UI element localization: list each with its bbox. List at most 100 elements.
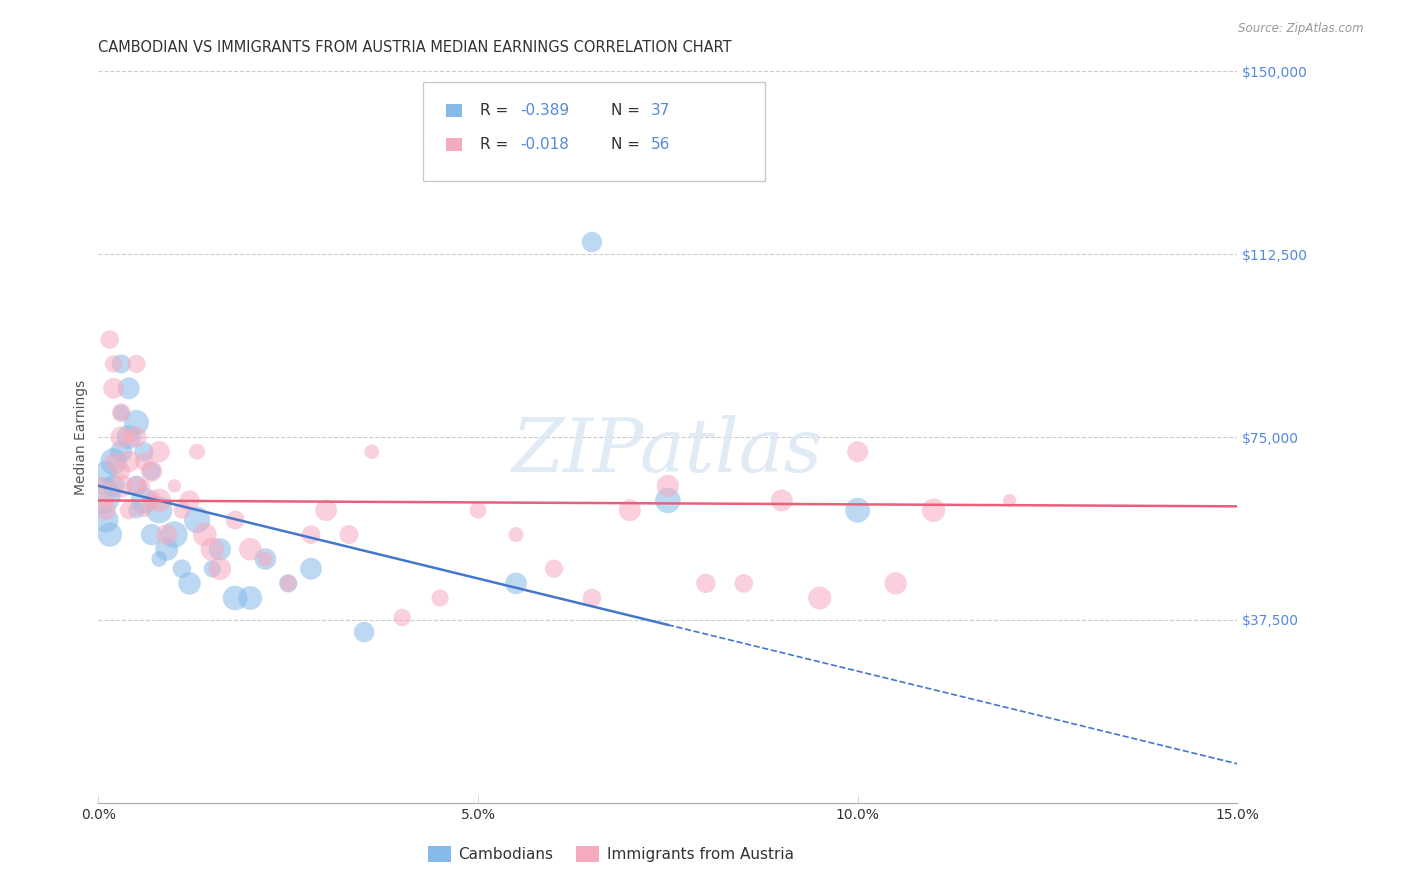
- Text: N =: N =: [610, 103, 645, 118]
- Point: [118, 430, 141, 444]
- Point: [125, 416, 148, 430]
- Point: [141, 464, 163, 478]
- Point: [103, 454, 125, 468]
- Point: [156, 527, 179, 541]
- Point: [467, 503, 489, 517]
- Point: [94, 493, 117, 508]
- Point: [224, 591, 246, 605]
- Point: [118, 454, 141, 468]
- Point: [163, 527, 186, 541]
- Point: [148, 493, 170, 508]
- Point: [91, 489, 114, 503]
- FancyBboxPatch shape: [423, 82, 765, 181]
- Point: [132, 444, 155, 458]
- Point: [132, 454, 155, 468]
- Point: [148, 444, 170, 458]
- Point: [846, 444, 869, 458]
- Point: [277, 576, 299, 591]
- Point: [163, 479, 186, 493]
- Point: [224, 513, 246, 527]
- Point: [505, 576, 527, 591]
- Point: [770, 493, 793, 508]
- Point: [132, 493, 155, 508]
- Point: [94, 513, 117, 527]
- Point: [208, 562, 231, 576]
- Point: [125, 357, 148, 371]
- Point: [429, 591, 451, 605]
- Point: [186, 444, 208, 458]
- Point: [170, 562, 193, 576]
- Point: [239, 542, 262, 557]
- Point: [110, 479, 132, 493]
- Point: [254, 552, 277, 566]
- Text: N =: N =: [610, 137, 645, 152]
- Point: [110, 406, 132, 420]
- Point: [118, 381, 141, 395]
- Point: [299, 562, 322, 576]
- Point: [277, 576, 299, 591]
- Point: [299, 527, 322, 541]
- Point: [103, 357, 125, 371]
- Point: [98, 527, 121, 541]
- Point: [186, 513, 208, 527]
- Text: -0.018: -0.018: [520, 137, 568, 152]
- Text: CAMBODIAN VS IMMIGRANTS FROM AUSTRIA MEDIAN EARNINGS CORRELATION CHART: CAMBODIAN VS IMMIGRANTS FROM AUSTRIA MED…: [98, 40, 733, 55]
- Point: [110, 406, 132, 420]
- Point: [98, 333, 121, 347]
- Point: [391, 610, 413, 624]
- Point: [543, 562, 565, 576]
- Point: [315, 503, 337, 517]
- Text: 37: 37: [651, 103, 671, 118]
- Point: [110, 430, 132, 444]
- Point: [922, 503, 945, 517]
- Point: [103, 454, 125, 468]
- Point: [808, 591, 831, 605]
- Point: [125, 430, 148, 444]
- Point: [103, 479, 125, 493]
- Point: [846, 503, 869, 517]
- Point: [201, 542, 224, 557]
- Point: [110, 444, 132, 458]
- Point: [125, 503, 148, 517]
- Point: [208, 542, 231, 557]
- Point: [695, 576, 717, 591]
- Point: [91, 479, 114, 493]
- Text: Source: ZipAtlas.com: Source: ZipAtlas.com: [1239, 22, 1364, 36]
- Point: [657, 493, 679, 508]
- Point: [148, 503, 170, 517]
- Point: [125, 479, 148, 493]
- Point: [998, 493, 1021, 508]
- FancyBboxPatch shape: [446, 138, 463, 151]
- Point: [94, 503, 117, 517]
- Point: [505, 527, 527, 541]
- Point: [110, 464, 132, 478]
- Point: [201, 562, 224, 576]
- Point: [148, 552, 170, 566]
- Point: [619, 503, 641, 517]
- FancyBboxPatch shape: [446, 103, 463, 117]
- Point: [118, 503, 141, 517]
- Point: [141, 464, 163, 478]
- Point: [179, 576, 201, 591]
- Point: [254, 552, 277, 566]
- Point: [179, 493, 201, 508]
- Point: [103, 381, 125, 395]
- Point: [657, 479, 679, 493]
- Point: [94, 464, 117, 478]
- Point: [733, 576, 755, 591]
- Point: [170, 503, 193, 517]
- Point: [141, 527, 163, 541]
- Point: [884, 576, 907, 591]
- Point: [132, 479, 155, 493]
- Text: R =: R =: [479, 103, 513, 118]
- Point: [141, 493, 163, 508]
- Text: ZIPatlas: ZIPatlas: [512, 416, 824, 488]
- Point: [360, 444, 382, 458]
- Legend: Cambodians, Immigrants from Austria: Cambodians, Immigrants from Austria: [422, 840, 800, 868]
- Text: R =: R =: [479, 137, 513, 152]
- Point: [353, 625, 375, 640]
- Point: [110, 357, 132, 371]
- Y-axis label: Median Earnings: Median Earnings: [75, 379, 89, 495]
- Point: [581, 235, 603, 249]
- Point: [132, 503, 155, 517]
